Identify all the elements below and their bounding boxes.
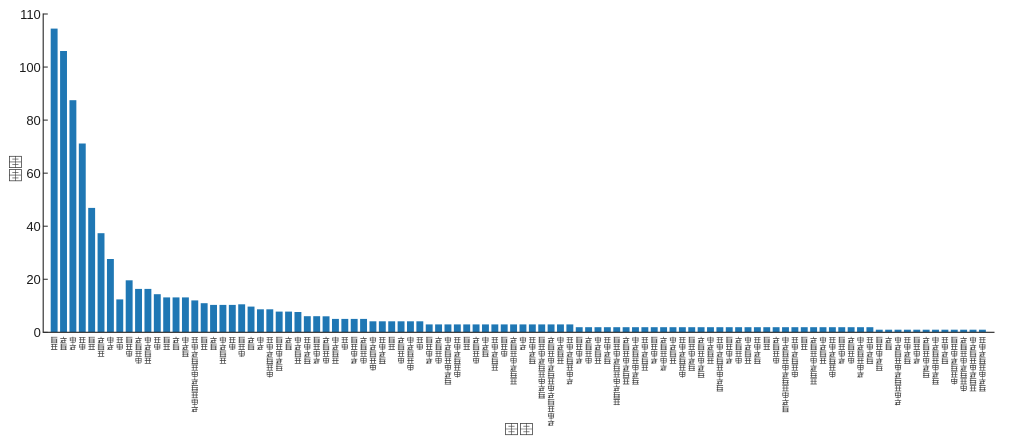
svg-text:60: 60 — [26, 166, 40, 181]
svg-text:100: 100 — [19, 60, 41, 75]
svg-text:80: 80 — [26, 113, 40, 128]
svg-text:20: 20 — [26, 272, 40, 287]
svg-text:0: 0 — [34, 325, 41, 340]
svg-text:40: 40 — [26, 219, 40, 234]
svg-text:110: 110 — [20, 7, 41, 22]
